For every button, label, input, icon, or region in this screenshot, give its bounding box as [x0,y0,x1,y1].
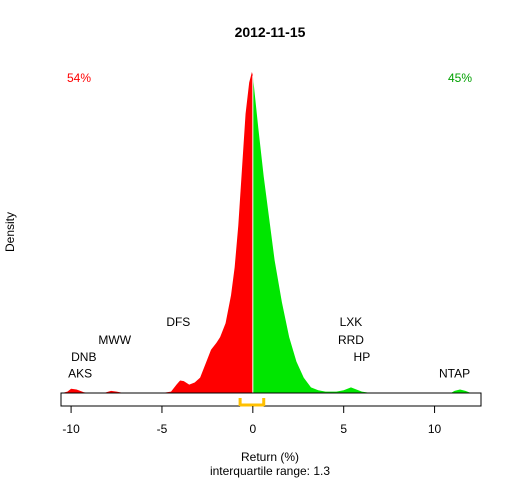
x-axis-label: Return (%) [241,450,299,464]
chart-subtitle: interquartile range: 1.3 [210,464,330,478]
negative-return-area [62,72,253,393]
ticker-label: DFS [166,315,190,329]
pct-positive-label: 45% [448,71,472,85]
ticker-label: DNB [71,350,96,364]
x-tick-label: -5 [157,422,168,436]
ticker-label: HP [354,350,371,364]
y-axis-label: Density [3,212,17,252]
x-tick-label: 0 [249,422,256,436]
iqr-bracket [238,398,266,407]
positive-return-area [252,75,480,394]
x-tick-label: 5 [340,422,347,436]
rug-box [60,392,482,407]
ticker-label: MWW [98,333,131,347]
x-tick-label: 10 [428,422,442,436]
chart-title: 2012-11-15 [235,24,306,40]
ticker-label: LXK [340,315,363,329]
ticker-label: AKS [68,367,92,381]
x-tick-label: -10 [62,422,80,436]
ticker-label: NTAP [439,367,470,381]
x-axis: -10 -5 0 5 10 [62,406,442,436]
ticker-label: RRD [338,333,364,347]
pct-negative-label: 54% [67,71,91,85]
